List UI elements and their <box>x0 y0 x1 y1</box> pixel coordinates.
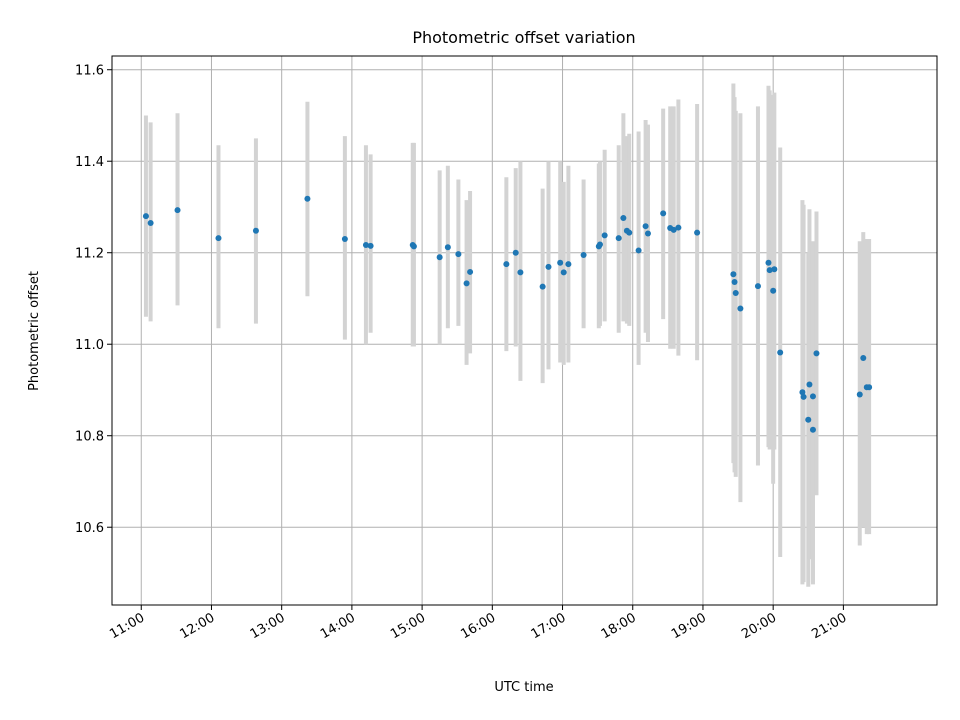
data-point <box>463 280 470 287</box>
data-point <box>539 283 546 290</box>
data-point <box>732 289 739 296</box>
x-axis-label: UTC time <box>494 680 553 695</box>
x-tick-label: 12:00 <box>178 610 218 642</box>
data-point <box>565 261 572 268</box>
x-tick-label: 15:00 <box>388 610 428 642</box>
data-point <box>809 426 816 433</box>
data-point <box>860 354 867 361</box>
x-tick-label: 11:00 <box>107 610 147 642</box>
data-point <box>615 235 622 242</box>
data-point <box>642 223 649 230</box>
y-tick-label: 11.6 <box>75 64 104 79</box>
data-point <box>517 269 524 276</box>
data-point <box>341 236 348 242</box>
x-tick-label: 13:00 <box>248 610 288 642</box>
data-point <box>174 207 181 214</box>
data-point <box>694 229 701 236</box>
data-point <box>545 263 552 270</box>
data-point <box>670 226 677 233</box>
data-point <box>809 393 816 400</box>
data-point <box>444 244 451 251</box>
x-tick-label: 14:00 <box>318 610 358 642</box>
y-tick-label: 11.2 <box>75 247 104 262</box>
data-point <box>644 230 651 237</box>
data-point <box>580 252 587 259</box>
data-point <box>596 241 603 248</box>
data-point <box>620 214 627 221</box>
x-tick-label: 18:00 <box>599 610 639 642</box>
data-point <box>626 229 633 236</box>
x-tick-label: 19:00 <box>669 610 709 642</box>
x-axis-ticks: 11:00 12:00 13:00 14:00 15:00 16:00 17:00 18:00… <box>107 605 849 642</box>
x-tick-label: 21:00 <box>809 610 849 642</box>
data-point <box>436 254 443 261</box>
data-point <box>660 210 667 217</box>
x-tick-label: 20:00 <box>739 610 779 642</box>
data-point <box>304 195 311 202</box>
grid-lines <box>112 56 937 605</box>
data-point <box>730 271 737 278</box>
error-bars <box>143 83 872 587</box>
data-point <box>799 389 806 396</box>
data-point <box>813 350 820 357</box>
data-point <box>765 259 772 266</box>
data-point <box>362 241 369 248</box>
chart-title: Photometric offset variation <box>412 28 635 47</box>
data-point <box>866 384 873 391</box>
y-tick-label: 11.4 <box>75 155 104 170</box>
data-point <box>777 349 784 356</box>
plot-frame <box>111 55 938 606</box>
data-point <box>675 224 682 231</box>
y-axis-label: Photometric offset <box>27 271 42 391</box>
data-point <box>601 232 608 239</box>
y-tick-label: 10.8 <box>75 430 104 445</box>
data-point <box>800 393 807 400</box>
data-point <box>503 261 510 268</box>
x-tick-label: 17:00 <box>529 610 569 642</box>
data-point <box>142 213 149 220</box>
data-point <box>635 247 642 254</box>
data-point <box>455 251 462 258</box>
data-point <box>512 249 519 256</box>
data-points <box>142 195 873 433</box>
data-point <box>856 391 863 398</box>
data-point <box>806 381 813 388</box>
data-point <box>367 242 374 249</box>
data-point <box>770 287 777 294</box>
data-point <box>467 268 474 275</box>
data-point <box>410 243 417 250</box>
data-point <box>766 267 773 274</box>
y-tick-label: 11.0 <box>75 338 104 353</box>
y-tick-label: 10.6 <box>75 521 104 536</box>
y-axis-ticks: 10.6 10.8 11.0 11.2 11.4 11.6 <box>75 64 112 536</box>
data-point <box>215 235 222 242</box>
data-point <box>560 269 567 276</box>
data-point <box>252 227 259 234</box>
data-point <box>805 416 812 423</box>
x-tick-label: 16:00 <box>458 610 498 642</box>
data-point <box>771 266 778 273</box>
data-point <box>737 305 744 312</box>
data-point <box>147 219 154 226</box>
data-point <box>557 259 564 266</box>
data-point <box>754 283 761 290</box>
data-point <box>731 279 738 286</box>
